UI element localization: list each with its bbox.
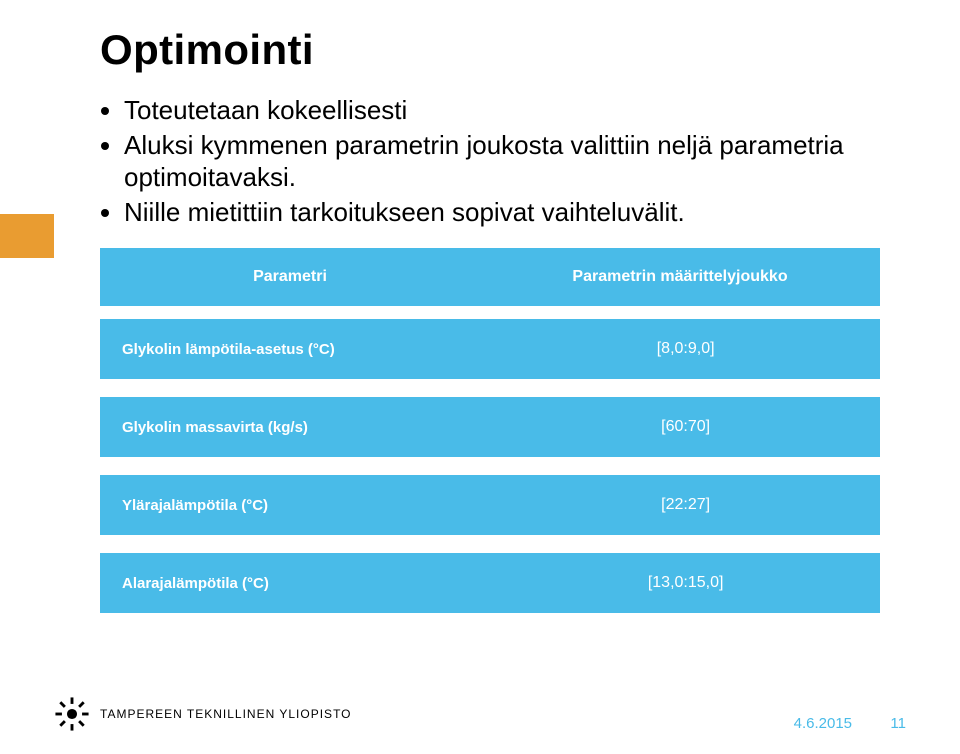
table-header-cell: Parametri <box>100 248 480 306</box>
slide-date: 4.6.2015 <box>794 715 852 732</box>
table-cell-label: Glykolin lämpötila-asetus (°C) <box>100 319 491 379</box>
table-cell-value: [8,0:9,0] <box>491 319 880 379</box>
table-cell-value: [13,0:15,0] <box>491 553 880 613</box>
list-item: Toteutetaan kokeellisesti <box>124 94 906 127</box>
gear-icon <box>54 696 90 732</box>
list-item: Aluksi kymmenen parametrin joukosta vali… <box>124 129 906 194</box>
table-row: Alarajalämpötila (°C) [13,0:15,0] <box>100 548 880 618</box>
footer: TAMPEREEN TEKNILLINEN YLIOPISTO 4.6.2015… <box>0 696 960 732</box>
table-header-row: Parametri Parametrin määrittelyjoukko <box>100 248 880 306</box>
table-row: Glykolin massavirta (kg/s) [60:70] <box>100 392 880 462</box>
table-row: Ylärajalämpötila (°C) [22:27] <box>100 470 880 540</box>
slide: Optimointi Toteutetaan kokeellisesti Alu… <box>0 0 960 754</box>
table-cell-label: Glykolin massavirta (kg/s) <box>100 397 491 457</box>
slide-title: Optimointi <box>100 26 906 74</box>
table-cell-label: Ylärajalämpötila (°C) <box>100 475 491 535</box>
page-number: 11 <box>890 715 906 732</box>
parameter-table: Parametri Parametrin määrittelyjoukko Gl… <box>100 248 880 618</box>
table-row: Glykolin lämpötila-asetus (°C) [8,0:9,0] <box>100 314 880 384</box>
table-cell-label: Alarajalämpötila (°C) <box>100 553 491 613</box>
table-cell-value: [60:70] <box>491 397 880 457</box>
table-header-cell: Parametrin määrittelyjoukko <box>480 248 880 306</box>
table-cell-value: [22:27] <box>491 475 880 535</box>
list-item: Niille mietittiin tarkoitukseen sopivat … <box>124 196 906 229</box>
bullet-list: Toteutetaan kokeellisesti Aluksi kymmene… <box>100 94 906 228</box>
university-name: TAMPEREEN TEKNILLINEN YLIOPISTO <box>100 707 352 721</box>
accent-bar <box>0 214 54 258</box>
